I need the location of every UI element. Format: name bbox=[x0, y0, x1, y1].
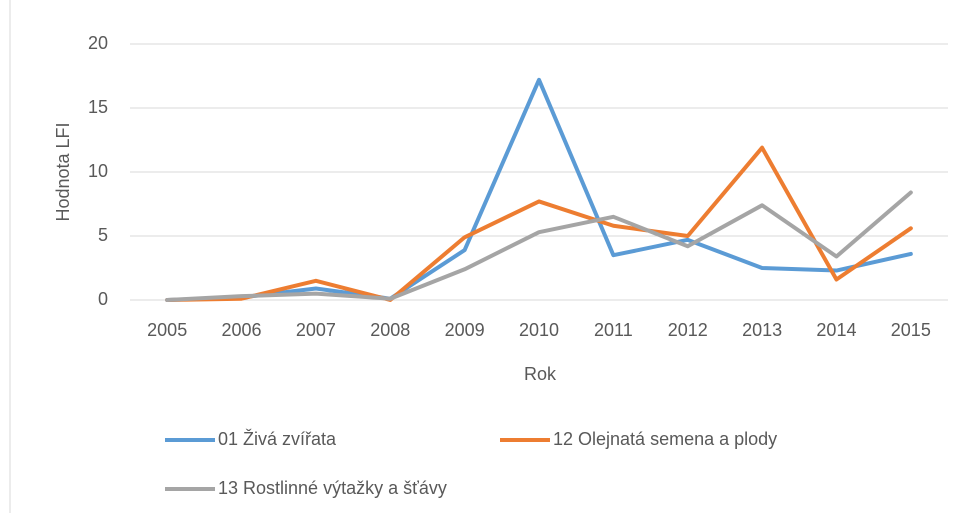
y-tick-label: 20 bbox=[88, 33, 108, 53]
y-tick-label: 10 bbox=[88, 161, 108, 181]
x-tick-label: 2009 bbox=[445, 320, 485, 340]
x-tick-label: 2015 bbox=[891, 320, 931, 340]
series-line bbox=[165, 190, 913, 302]
y-tick-label: 0 bbox=[98, 289, 108, 309]
x-tick-label: 2014 bbox=[816, 320, 856, 340]
y-tick-label: 15 bbox=[88, 97, 108, 117]
y-axis-label: Hodnota LFI bbox=[53, 122, 73, 221]
x-tick-label: 2010 bbox=[519, 320, 559, 340]
x-tick-label: 2012 bbox=[668, 320, 708, 340]
series-line bbox=[165, 77, 913, 302]
x-tick-label: 2007 bbox=[296, 320, 336, 340]
x-tick-label: 2011 bbox=[594, 320, 633, 340]
x-tick-label: 2008 bbox=[370, 320, 410, 340]
x-tick-label: 2005 bbox=[147, 320, 187, 340]
x-axis-label: Rok bbox=[524, 364, 557, 384]
series-line bbox=[165, 145, 913, 302]
y-tick-label: 5 bbox=[98, 225, 108, 245]
legend-label: 01 Živá zvířata bbox=[218, 429, 337, 449]
x-tick-label: 2013 bbox=[742, 320, 782, 340]
legend-label: 12 Olejnatá semena a plody bbox=[553, 429, 777, 449]
legend-label: 13 Rostlinné výtažky a šťávy bbox=[218, 478, 447, 498]
x-tick-label: 2006 bbox=[222, 320, 262, 340]
